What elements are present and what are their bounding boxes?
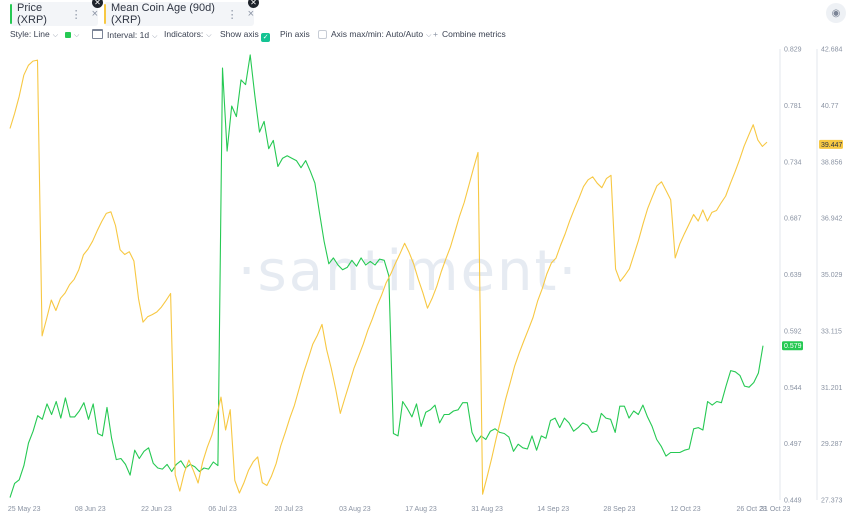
price-axis-tick-label: 0.639 (784, 272, 802, 279)
price-last-value-label: 0.579 (784, 343, 802, 350)
pin-axis-label: Pin axis (280, 29, 310, 39)
color-swatch (65, 31, 71, 38)
remove-metric-badge-icon[interactable]: ✕ (92, 0, 103, 8)
x-axis-tick-label: 03 Aug 23 (339, 506, 371, 513)
coin-age-axis-tick-label: 36.942 (821, 216, 843, 223)
interval-label: Interval: 1d (107, 30, 150, 40)
coin-age-axis-tick-label: 42.684 (821, 47, 843, 54)
show-axis-checkbox[interactable]: ✓ (261, 33, 271, 42)
coin-age-axis-tick-label: 27.373 (821, 498, 843, 505)
indicators-label: Indicators: (164, 29, 204, 39)
x-axis-tick-label: 06 Jul 23 (208, 506, 237, 513)
price-axis-tick-label: 0.829 (784, 47, 802, 54)
series-line-mean-coin-age (9, 59, 768, 495)
price-axis-tick-label: 0.449 (784, 498, 802, 505)
remove-metric-badge-icon[interactable]: ✕ (248, 0, 259, 8)
series-color-bar-price (10, 4, 12, 24)
chart-toolbar: Style: Line ⌵ ⌵ Interval: 1d ⌵ Indicators:… (10, 29, 850, 43)
price-axis-tick-label: 0.734 (784, 159, 802, 166)
chevron-down-icon: ⌵ (152, 33, 158, 40)
pin-axis-toggle[interactable]: Pin axis (280, 29, 328, 39)
price-axis-tick-label: 0.497 (784, 441, 802, 448)
tab-price-xrp[interactable]: Price (XRP) ⋮ × (10, 2, 98, 26)
color-dropdown[interactable]: ⌵ (65, 29, 79, 40)
style-dropdown[interactable]: Style: Line ⌵ (10, 29, 58, 40)
x-axis-tick-label: 12 Oct 23 (670, 506, 700, 513)
price-axis-tick-label: 0.781 (784, 103, 802, 110)
x-axis-tick-label: 31 Oct 23 (760, 506, 790, 513)
x-axis-tick-label: 14 Sep 23 (537, 506, 569, 513)
x-axis-tick-label: 22 Jun 23 (141, 506, 172, 513)
x-axis-tick-label: 28 Sep 23 (603, 506, 635, 513)
coin-age-axis-tick-label: 35.029 (821, 272, 843, 279)
coin-age-axis-tick-label: 33.115 (821, 328, 842, 335)
price-axis-tick-label: 0.687 (784, 216, 802, 223)
price-axis-tick-label: 0.544 (784, 385, 802, 392)
coin-age-axis-tick-label: 29.287 (821, 441, 843, 448)
combine-metrics-button[interactable]: + Combine metrics (433, 29, 506, 39)
coin-age-axis-tick-label: 38.856 (821, 159, 843, 166)
pin-axis-checkbox[interactable] (318, 30, 328, 39)
show-axis-label: Show axis (220, 29, 259, 39)
settings-icon[interactable]: ◉ (826, 3, 846, 23)
more-options-icon[interactable]: ⋮ (226, 8, 238, 21)
x-axis-tick-label: 26 Oct 23 (736, 506, 766, 513)
x-axis-tick-label: 25 May 23 (8, 506, 41, 513)
coin-age-last-value-badge (819, 139, 843, 149)
show-axis-toggle[interactable]: Show axis ✓ (220, 29, 271, 42)
coin-age-last-value-label: 39.447 (821, 142, 843, 149)
close-icon[interactable]: × (91, 8, 98, 20)
interval-dropdown[interactable]: Interval: 1d ⌵ (92, 29, 157, 41)
chevron-down-icon: ⌵ (206, 32, 212, 39)
x-axis-tick-label: 08 Jun 23 (75, 506, 106, 513)
indicators-dropdown[interactable]: Indicators: ⌵ (164, 29, 212, 40)
more-options-icon[interactable]: ⋮ (70, 8, 82, 21)
chevron-down-icon: ⌵ (426, 32, 432, 39)
series-line-price (9, 54, 764, 498)
style-label: Style: Line (10, 29, 50, 39)
tab-label-coin-age: Mean Coin Age (90d) (XRP) (111, 2, 215, 26)
x-axis-tick-label: 31 Aug 23 (471, 506, 503, 513)
coin-age-axis-tick-label: 40.77 (821, 103, 839, 110)
axis-minmax-dropdown[interactable]: Axis max/min: Auto/Auto ⌵ (331, 29, 431, 40)
plus-icon: + (433, 29, 438, 39)
series-color-bar-coin-age (104, 4, 106, 24)
coin-age-axis-tick-label: 31.201 (821, 385, 843, 392)
chevron-down-icon: ⌵ (52, 32, 59, 39)
calendar-icon (92, 29, 103, 39)
combine-label: Combine metrics (441, 29, 506, 39)
santiment-watermark: ·santiment· (238, 239, 579, 304)
tab-mean-coin-age[interactable]: Mean Coin Age (90d) (XRP) ⋮ × (104, 2, 254, 26)
chevron-down-icon: ⌵ (74, 32, 80, 39)
x-axis-tick-label: 20 Jul 23 (275, 506, 304, 513)
close-icon[interactable]: × (247, 8, 254, 20)
tab-label-price: Price (XRP) (17, 2, 47, 26)
x-axis-tick-label: 17 Aug 23 (405, 506, 437, 513)
axis-minmax-label: Axis max/min: Auto/Auto (331, 29, 424, 39)
price-last-value-badge (782, 341, 803, 351)
price-axis-tick-label: 0.592 (784, 328, 802, 335)
